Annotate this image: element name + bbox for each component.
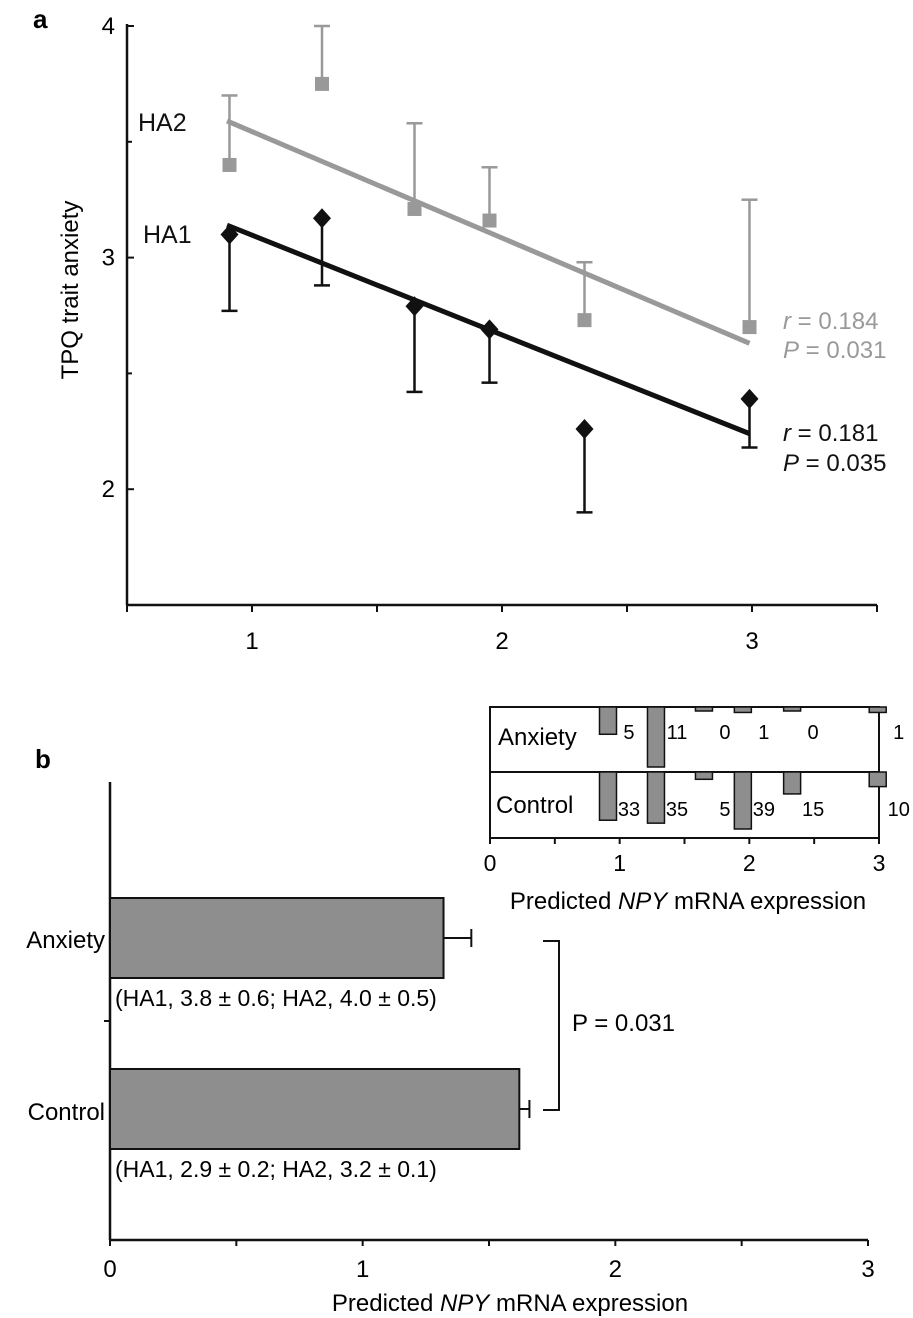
inset-x-axis-label: Predicted NPY mRNA expression <box>510 888 866 915</box>
series-label-ha1: HA1 <box>143 221 192 249</box>
inset-count-label-anxiety: 1 <box>893 722 904 744</box>
inset-x-tick-label: 3 <box>873 850 886 876</box>
inset-bar-control <box>733 771 753 830</box>
marker-ha1 <box>220 224 239 245</box>
panel-a-series <box>220 24 759 514</box>
inset-x-tick-label: 0 <box>484 850 497 876</box>
significance-bracket <box>543 940 560 1111</box>
panel-a-axes <box>125 24 878 612</box>
inset-bar-anxiety <box>646 706 666 768</box>
stat-ha1-p: P = 0.035 <box>783 450 886 477</box>
inset-count-label-control: 39 <box>753 799 775 821</box>
inset-bar-anxiety <box>733 706 753 714</box>
x-tick-label-b: 0 <box>103 1256 116 1283</box>
x-axis-label-b-gene: NPY <box>440 1290 491 1317</box>
category-label-control: Control <box>28 1099 105 1126</box>
inset-bar-control <box>694 771 714 781</box>
panel-b: b 0 1 2 3 Anxiety Control (HA1, 3.8 ± 0.6; … <box>26 744 874 1317</box>
annotation-anxiety: (HA1, 3.8 ± 0.6; HA2, 4.0 ± 0.5) <box>115 985 437 1011</box>
y-tick-label: 3 <box>102 245 115 272</box>
inset-bar-anxiety <box>694 706 714 712</box>
inset-x-tick-label: 2 <box>743 850 756 876</box>
inset-x-axis-label-pre: Predicted <box>510 888 618 915</box>
y-tick-label: 4 <box>102 13 115 40</box>
stat-ha1-p-symbol: P <box>783 450 799 477</box>
panel-b-bars <box>109 897 531 1150</box>
panel-a-tick-labels: 2 3 4 1 2 3 <box>102 13 759 655</box>
stat-ha1-r-value: = 0.181 <box>791 420 878 447</box>
marker-ha1 <box>740 388 759 409</box>
panel-b-axes: 0 1 2 3 <box>103 782 875 1283</box>
inset-bar-control <box>868 771 887 788</box>
inset-count-label-control: 5 <box>719 799 730 821</box>
y-tick-label: 2 <box>102 476 115 503</box>
x-tick-label-b: 2 <box>609 1256 622 1283</box>
annotation-control: (HA1, 2.9 ± 0.2; HA2, 3.2 ± 0.1) <box>115 1156 437 1182</box>
stat-ha2-p-symbol: P <box>783 337 799 364</box>
inset-row-label-anxiety: Anxiety <box>498 724 577 751</box>
x-tick-label: 1 <box>245 628 258 655</box>
category-label-anxiety: Anxiety <box>26 927 105 954</box>
inset-count-label-anxiety: 1 <box>758 722 769 744</box>
inset-x-tick-label: 1 <box>613 850 626 876</box>
marker-ha1 <box>313 208 331 229</box>
stat-ha1-r: r = 0.181 <box>783 420 878 447</box>
marker-ha1 <box>575 418 594 439</box>
x-tick-label-b: 1 <box>356 1256 369 1283</box>
panel-letter-a: a <box>33 4 48 34</box>
inset-count-label-control: 10 <box>888 799 910 821</box>
inset-count-label-control: 33 <box>618 799 640 821</box>
x-axis-label-b: Predicted NPY mRNA expression <box>332 1290 688 1317</box>
inset-bar-anxiety <box>868 706 887 714</box>
inset-count-label-anxiety: 0 <box>808 722 819 744</box>
series-label-ha2: HA2 <box>138 109 187 137</box>
marker-ha2 <box>482 213 497 228</box>
inset-bar-anxiety <box>598 706 618 736</box>
inset-count-label-control: 15 <box>802 799 824 821</box>
x-axis-label-b-post: mRNA expression <box>489 1290 688 1317</box>
bar-anxiety <box>109 897 445 979</box>
inset-bar-control <box>598 771 618 821</box>
stat-ha2-p: P = 0.031 <box>783 337 886 364</box>
inset-row-label-control: Control <box>496 792 573 819</box>
inset-count-label-control: 35 <box>666 799 688 821</box>
stat-ha1-p-value: = 0.035 <box>799 450 886 477</box>
y-axis-label: TPQ trait anxiety <box>57 201 84 380</box>
inset-bars: 5 11 0 1 0 133 35 5 39 15 10 <box>598 706 910 830</box>
x-axis-label-b-pre: Predicted <box>332 1290 440 1317</box>
significance-label: P = 0.031 <box>572 1010 675 1037</box>
stat-ha2-r: r = 0.184 <box>783 308 878 335</box>
marker-ha2 <box>222 157 237 172</box>
marker-ha2 <box>577 313 592 328</box>
inset-bar-anxiety <box>782 706 802 712</box>
inset-count-label-anxiety: 5 <box>623 722 634 744</box>
inset-bar-control <box>782 771 802 795</box>
marker-ha2 <box>742 320 757 335</box>
inset-axis: 0 1 2 3 <box>484 838 886 876</box>
panel-a: a 2 3 4 1 2 3 TPQ trait anxiety HA2 HA1 r = 0… <box>33 4 886 655</box>
marker-ha2 <box>407 201 422 216</box>
inset-bar-control <box>646 771 666 824</box>
fit-line-ha2 <box>226 118 751 346</box>
marker-ha2 <box>315 76 329 91</box>
inset-x-axis-label-post: mRNA expression <box>667 888 866 915</box>
x-tick-label: 2 <box>495 628 508 655</box>
bar-control <box>109 1068 521 1150</box>
stat-ha1-r-symbol: r <box>783 420 792 447</box>
inset-count-label-anxiety: 0 <box>719 722 730 744</box>
stat-ha2-r-symbol: r <box>783 308 792 335</box>
stat-ha2-r-value: = 0.184 <box>791 308 878 335</box>
x-tick-label-b: 3 <box>861 1256 874 1283</box>
x-tick-label: 3 <box>745 628 758 655</box>
marker-ha1 <box>480 319 499 340</box>
panel-letter-b: b <box>35 744 51 774</box>
inset-x-axis-label-gene: NPY <box>618 888 669 915</box>
inset-count-label-anxiety: 11 <box>667 722 688 744</box>
stat-ha2-p-value: = 0.031 <box>799 337 886 364</box>
marker-ha1 <box>405 296 424 317</box>
